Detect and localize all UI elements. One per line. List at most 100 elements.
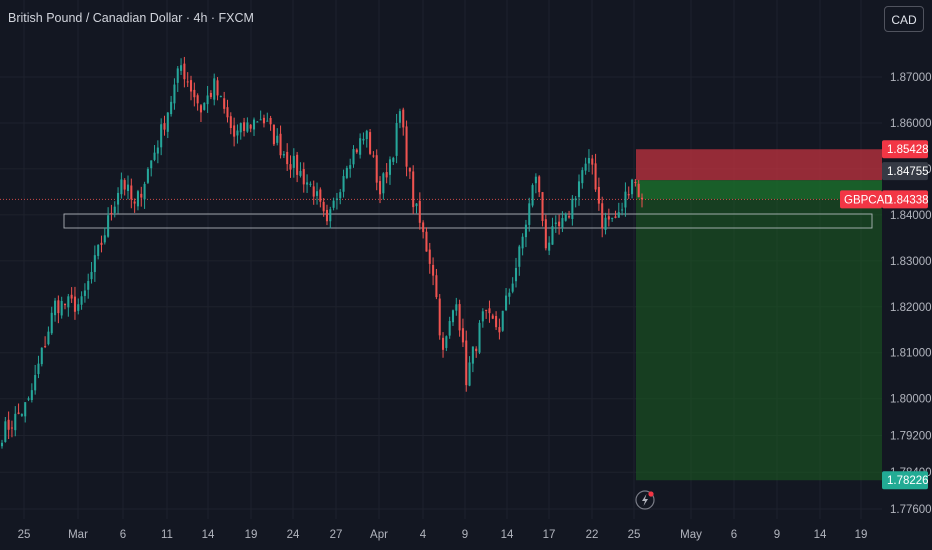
candle[interactable] [607, 208, 610, 227]
candle[interactable] [322, 198, 325, 217]
candle[interactable] [216, 77, 219, 101]
candle[interactable] [455, 297, 458, 316]
candle[interactable] [223, 91, 226, 114]
candle[interactable] [405, 120, 408, 177]
candle[interactable] [604, 212, 607, 235]
take-profit-zone[interactable] [636, 199, 882, 481]
candle[interactable] [17, 403, 20, 415]
candle[interactable] [521, 233, 524, 256]
candle[interactable] [196, 93, 199, 111]
candle[interactable] [103, 227, 106, 245]
candle[interactable] [54, 297, 57, 322]
candle[interactable] [571, 195, 574, 226]
candle[interactable] [189, 75, 193, 101]
candle[interactable] [309, 181, 312, 187]
candle[interactable] [73, 286, 76, 320]
candle[interactable] [485, 309, 488, 319]
candle[interactable] [120, 172, 123, 199]
candle[interactable] [415, 203, 418, 214]
candle[interactable] [226, 99, 229, 123]
candle[interactable] [239, 122, 242, 140]
candle[interactable] [63, 303, 67, 310]
candle[interactable] [538, 175, 541, 197]
candle[interactable] [422, 220, 425, 239]
candle[interactable] [315, 182, 319, 205]
candle[interactable] [574, 195, 577, 208]
candle[interactable] [203, 102, 206, 111]
candle[interactable] [408, 167, 411, 179]
candle[interactable] [97, 244, 100, 260]
candle[interactable] [276, 128, 279, 146]
candle[interactable] [458, 299, 461, 337]
candle[interactable] [40, 347, 43, 367]
candle[interactable] [252, 117, 256, 136]
candle[interactable] [325, 204, 329, 226]
candle[interactable] [57, 295, 60, 324]
candle[interactable] [4, 416, 7, 443]
candle[interactable] [302, 162, 305, 193]
candle[interactable] [47, 326, 50, 346]
candle[interactable] [621, 202, 624, 216]
candle[interactable] [213, 73, 216, 106]
stop-loss-zone[interactable] [636, 149, 882, 181]
candle[interactable] [425, 227, 428, 252]
candle[interactable] [186, 72, 189, 87]
candle[interactable] [591, 154, 594, 175]
candle[interactable] [475, 346, 478, 358]
candle[interactable] [581, 167, 584, 189]
candle[interactable] [319, 187, 322, 208]
candle[interactable] [77, 298, 80, 315]
candle[interactable] [150, 160, 153, 177]
candle[interactable] [554, 215, 557, 233]
candle[interactable] [471, 346, 474, 373]
profit-zone-filled[interactable] [636, 180, 882, 200]
candle[interactable] [219, 95, 222, 98]
candle[interactable] [551, 217, 554, 245]
candle[interactable] [584, 157, 587, 175]
candle[interactable] [199, 104, 202, 122]
candle[interactable] [332, 197, 335, 211]
candle[interactable] [249, 123, 252, 133]
candle[interactable] [402, 107, 405, 136]
candle[interactable] [34, 364, 37, 395]
candle[interactable] [498, 318, 501, 340]
candle[interactable] [206, 85, 209, 113]
candle[interactable] [435, 268, 438, 300]
candle[interactable] [100, 235, 103, 253]
candle[interactable] [398, 108, 401, 129]
candle[interactable] [146, 167, 149, 184]
candle[interactable] [233, 117, 236, 147]
candle[interactable] [465, 330, 468, 392]
candle[interactable] [93, 245, 96, 282]
candle[interactable] [495, 311, 498, 330]
candle[interactable] [342, 169, 345, 198]
currency-button[interactable]: CAD [884, 6, 924, 32]
candle[interactable] [568, 210, 571, 219]
candle[interactable] [359, 133, 362, 159]
candle[interactable] [266, 112, 269, 122]
candle[interactable] [548, 236, 551, 256]
candle[interactable] [20, 413, 23, 417]
candle[interactable] [392, 156, 395, 166]
lightning-alert-icon[interactable] [635, 490, 655, 510]
candle[interactable] [528, 197, 531, 232]
candle[interactable] [130, 178, 133, 209]
candle[interactable] [451, 309, 455, 326]
candle[interactable] [355, 148, 358, 154]
candle[interactable] [564, 212, 567, 222]
candle[interactable] [597, 177, 600, 211]
candle[interactable] [412, 165, 415, 215]
candle[interactable] [617, 202, 620, 218]
candle[interactable] [229, 112, 232, 135]
candle[interactable] [289, 155, 292, 178]
candle[interactable] [561, 211, 564, 233]
candle[interactable] [601, 196, 604, 238]
candle[interactable] [518, 244, 521, 276]
candle[interactable] [70, 287, 73, 303]
candle[interactable] [329, 206, 332, 229]
candle[interactable] [136, 189, 139, 211]
candle[interactable] [269, 115, 272, 131]
candle[interactable] [505, 288, 508, 312]
candle[interactable] [577, 174, 581, 206]
candle[interactable] [296, 151, 299, 183]
